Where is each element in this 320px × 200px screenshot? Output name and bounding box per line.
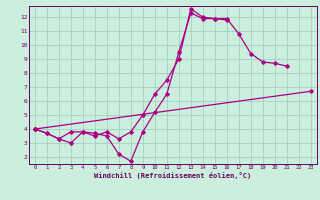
- X-axis label: Windchill (Refroidissement éolien,°C): Windchill (Refroidissement éolien,°C): [94, 172, 252, 179]
